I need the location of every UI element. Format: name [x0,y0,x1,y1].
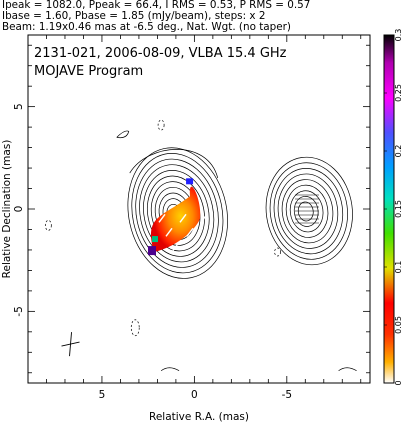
contour-level [131,153,224,274]
y-axis-label: Relative Declination (mas) [1,140,13,279]
pol-vector [193,241,201,251]
y-tick-labels: 5 0 -5 [13,103,25,316]
contour-level [135,158,219,268]
y-tick-label: -5 [13,306,25,316]
polarization-edge-blue [186,178,194,185]
model-contour-level [297,201,314,222]
contour-level [147,175,205,252]
x-tick-label: -5 [282,389,292,401]
model-contour-level [269,162,348,260]
negative-contour [44,220,52,231]
model-contour-level [293,196,319,227]
pol-vector [172,241,180,251]
contour-fragments [44,119,357,372]
model-contour-level [289,190,324,233]
header-line-1: Ipeak = 1082.0, Ppeak = 66.4, I RMS = 0.… [2,0,311,11]
contour-fragment [160,367,180,372]
model-contour-level [281,179,334,244]
header-line-3: Beam: 1.19x0.46 mas at -6.5 deg., Nat. W… [2,21,291,33]
pol-vector [158,213,166,223]
colorbar-tick-label: 0.1 [394,261,403,274]
program-annotation: MOJAVE Program [34,64,143,79]
model-contour-level [265,156,353,266]
source-annotation: 2131-021, 2006-08-09, VLBA 15.4 GHz [34,46,287,61]
colorbar-tick-label: 0.15 [394,200,403,218]
x-axis-label: Relative R.A. (mas) [149,411,249,423]
polarization-edge-green [152,236,159,243]
header-line-2: Ibase = 1.60, Pbase = 1.85 (mJy/beam), s… [2,10,266,22]
negative-contour [130,319,140,337]
y-tick-label: 5 [13,103,25,110]
pol-vector [179,213,187,223]
negative-contour [274,247,281,257]
contour-level [139,164,215,263]
pol-vector [165,227,173,237]
beam-marker [69,332,72,357]
colorbar-tick-label: 0.25 [394,84,403,102]
y-tick-label: 0 [13,206,25,213]
polarization-edge-low [148,246,157,256]
axis-ticks [27,35,370,383]
colorbar-tick-label: 0.3 [394,29,403,42]
negative-contour [157,119,165,131]
colorbar-tick-label: 0.2 [394,145,403,158]
colorbar-tick-labels: 0 0.05 0.1 0.15 0.2 0.25 0.3 [384,29,403,386]
model-contour-level [285,184,329,238]
contour-level [143,170,210,257]
contour-fragment [338,367,357,372]
contour-outer [129,148,219,179]
colorbar-tick-label: 0 [394,380,403,385]
pol-vector [186,227,194,237]
polarization-fill [151,186,201,253]
model-contour-level [277,173,339,249]
contour-level [127,147,228,279]
pol-vector [200,213,208,223]
x-tick-label: 5 [99,389,106,401]
contour-map-model [265,156,353,266]
model-contour-level [273,168,344,255]
polarization-overlay [148,178,208,256]
colorbar-tick-label: 0.05 [394,316,403,334]
x-tick-labels: 5 0 -5 [99,389,292,401]
x-tick-label: 0 [191,389,198,401]
contour-fragment [116,130,130,139]
